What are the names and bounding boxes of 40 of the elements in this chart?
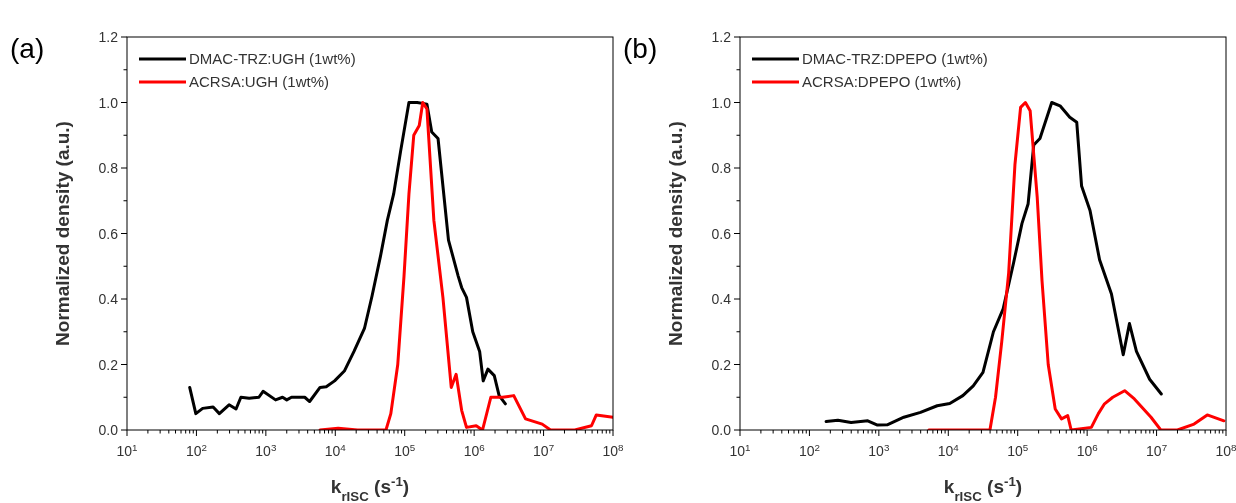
x-tick-label: 10$^{3}$ [255, 441, 277, 459]
y-axis-title: Normalized density (a.u.) [665, 121, 686, 346]
x-axis-title: k$_{rISC}$ (s$^{-1}$) [330, 473, 410, 503]
y-tick-label: 0.0 [711, 422, 732, 438]
x-tick-label: 10$^{4}$ [937, 441, 960, 459]
y-tick-label: 1.2 [711, 29, 732, 45]
y-tick-label: 1.0 [98, 94, 119, 111]
x-tick-label: 10$^{1}$ [729, 441, 751, 459]
x-tick-label: 10$^{5}$ [1007, 441, 1029, 459]
y-tick-label: 1.0 [711, 94, 732, 111]
x-axis-title: k$_{rISC}$ (s$^{-1}$) [943, 473, 1023, 503]
x-tick-label: 10$^{8}$ [602, 441, 625, 459]
y-tick-label: 1.2 [98, 29, 119, 45]
x-tick-label: 10$^{2}$ [798, 441, 820, 459]
y-tick-label: 0.8 [711, 160, 732, 176]
x-tick-label: 10$^{6}$ [1076, 441, 1099, 459]
legend-label: ACRSA:DPEPO (1wt%) [802, 73, 962, 90]
y-tick-label: 0.6 [98, 225, 119, 242]
y-tick-label: 0.2 [711, 356, 732, 373]
x-tick-label: 10$^{4}$ [324, 441, 347, 459]
x-tick-label: 10$^{3}$ [868, 441, 890, 459]
x-tick-label: 10$^{8}$ [1215, 441, 1236, 459]
y-tick-label: 0.8 [98, 160, 119, 176]
x-tick-label: 10$^{1}$ [116, 441, 138, 459]
y-tick-label: 0.6 [711, 225, 732, 242]
y-tick-label: 0.2 [98, 356, 119, 373]
x-tick-label: 10$^{2}$ [185, 441, 207, 459]
x-tick-label: 10$^{7}$ [1146, 441, 1168, 459]
y-axis-title: Normalized density (a.u.) [52, 121, 73, 346]
legend-label: ACRSA:UGH (1wt%) [189, 73, 330, 90]
legend-label: DMAC-TRZ:UGH (1wt%) [189, 50, 356, 67]
x-tick-label: 10$^{6}$ [463, 441, 486, 459]
x-tick-label: 10$^{7}$ [533, 441, 555, 459]
x-tick-label: 10$^{5}$ [394, 441, 416, 459]
y-tick-label: 0.4 [98, 291, 119, 307]
chart-title: (b) [623, 33, 658, 64]
chart-title: (a) [10, 33, 45, 64]
legend-label: DMAC-TRZ:DPEPO (1wt%) [802, 50, 988, 67]
y-tick-label: 0.0 [98, 422, 119, 438]
y-tick-label: 0.4 [711, 291, 732, 307]
